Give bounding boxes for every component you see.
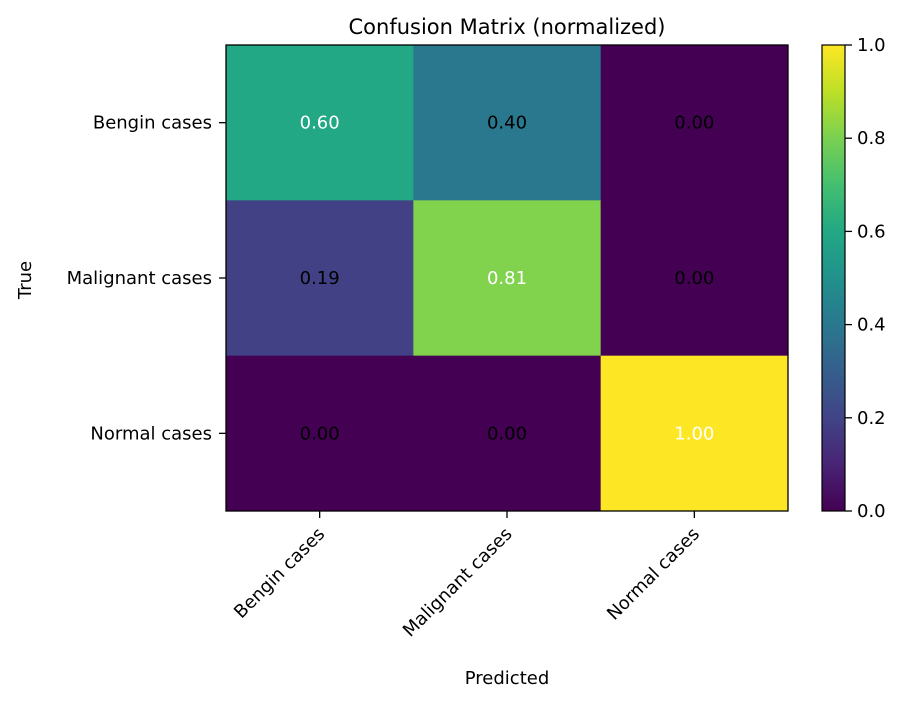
cell-value-label: 0.00: [487, 423, 527, 444]
heatmap-cell: [226, 355, 414, 512]
colorbar-tick-label: 0.8: [857, 128, 886, 149]
cell-value-label: 0.00: [674, 268, 714, 289]
heatmap-cell: [600, 45, 789, 201]
heatmap-cell: [226, 200, 414, 357]
heatmap-cell: [226, 45, 414, 201]
cell-value-label: 0.60: [300, 113, 340, 134]
chart-title: Confusion Matrix (normalized): [349, 15, 666, 39]
colorbar-tick-label: 0.0: [857, 501, 886, 522]
x-axis-label: Predicted: [465, 668, 550, 689]
colorbar-tick-label: 0.6: [857, 221, 886, 242]
colorbar: [821, 44, 846, 512]
heatmap-cell: [413, 200, 602, 357]
y-tick-label: Bengin cases: [93, 113, 212, 134]
colorbar-tick-label: 0.2: [857, 408, 886, 429]
cell-labels: 0.60 0.40 0.00 0.19 0.81 0.00 0.00 0.00 1.00: [300, 113, 715, 445]
y-tick-label: Normal cases: [90, 423, 212, 444]
y-tick-label: Malignant cases: [67, 268, 212, 289]
heatmap-cells: [226, 45, 789, 512]
cell-value-label: 0.81: [487, 268, 527, 289]
cell-value-label: 0.00: [674, 113, 714, 134]
heatmap-cell: [600, 200, 789, 357]
cell-value-label: 0.00: [300, 423, 340, 444]
y-axis-ticks: Bengin cases Malignant cases Normal cases: [67, 113, 226, 444]
y-axis-label: True: [15, 261, 36, 300]
colorbar-tick-label: 0.4: [857, 315, 886, 336]
colorbar-tick-label: 1.0: [857, 35, 886, 56]
cell-value-label: 0.19: [300, 268, 340, 289]
heatmap-cell: [413, 355, 602, 512]
heatmap-cell: [413, 45, 602, 201]
heatmap-cell: [600, 355, 789, 512]
cell-value-label: 0.40: [487, 113, 527, 134]
cell-value-label: 1.00: [674, 423, 714, 444]
colorbar-ticks: 0.0 0.2 0.4 0.6 0.8 1.0: [845, 35, 886, 522]
